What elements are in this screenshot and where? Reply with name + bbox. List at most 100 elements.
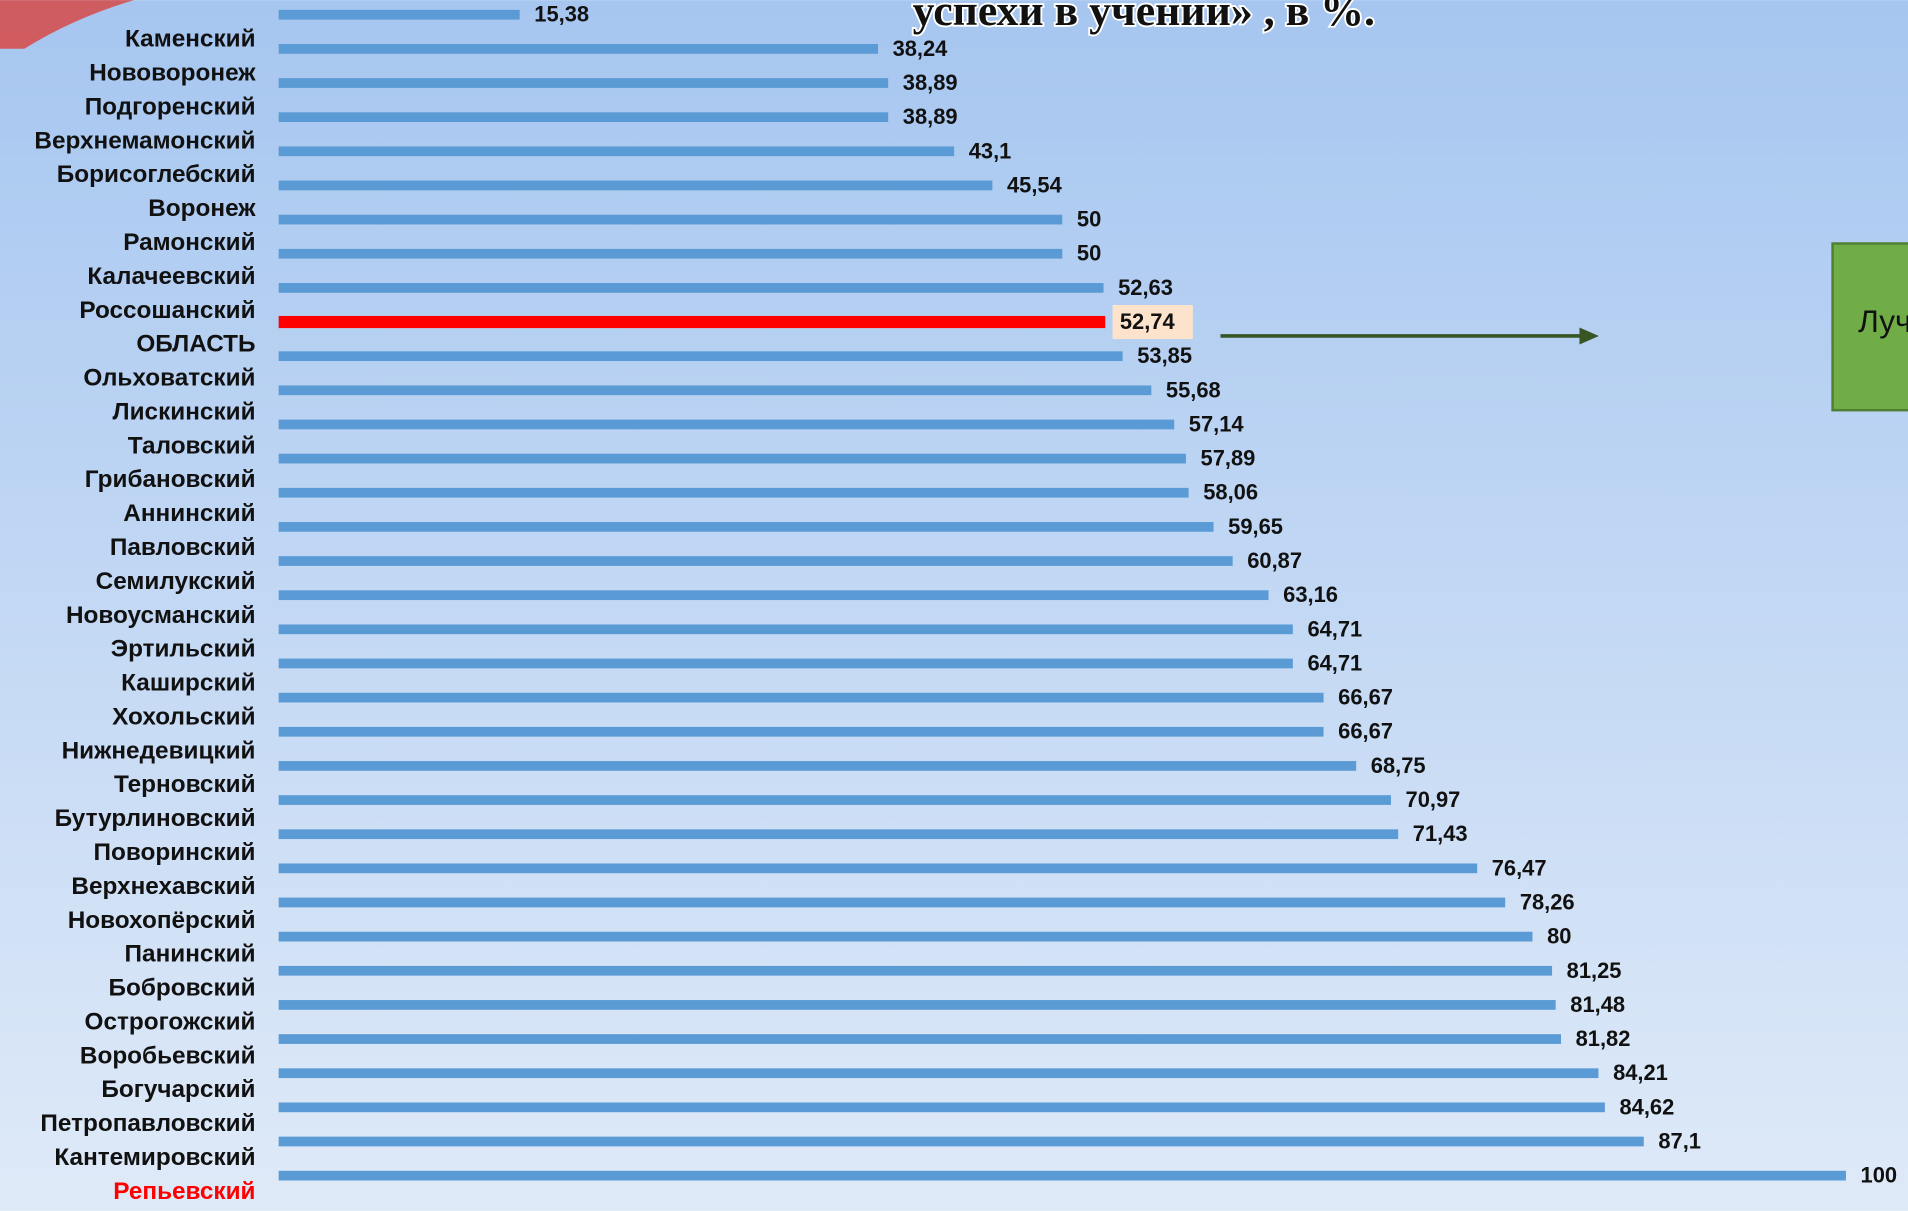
value-label: 15,38 [534, 2, 589, 27]
side-box [1831, 242, 1908, 412]
value-label: 50 [1077, 207, 1101, 232]
y-tick-label: Верхнехавский [71, 873, 255, 900]
value-label: 59,65 [1228, 514, 1283, 539]
y-tick-label: Воронеж [148, 195, 256, 222]
bar [278, 1102, 1605, 1113]
value-label: 55,68 [1166, 377, 1221, 402]
y-tick-label: Богучарский [101, 1076, 255, 1103]
bar [278, 180, 993, 191]
bar [278, 1068, 1599, 1079]
y-tick-label: Бобровский [108, 975, 255, 1002]
bar [278, 9, 520, 20]
y-tick-label: ОБЛАСТЬ [136, 331, 255, 358]
bar [278, 315, 1106, 329]
y-tick-label: Лискинский [113, 398, 256, 425]
y-tick-label: Нововоронеж [89, 60, 256, 87]
bar [278, 795, 1391, 805]
bar [278, 146, 955, 157]
value-label: 81,48 [1570, 992, 1625, 1017]
value-label: 81,82 [1576, 1026, 1631, 1051]
value-label: 38,89 [903, 70, 958, 95]
value-label: 68,75 [1371, 753, 1426, 778]
bar [278, 248, 1063, 259]
bar [278, 863, 1478, 874]
bar [278, 283, 1104, 293]
value-label: 70,97 [1406, 787, 1461, 812]
y-tick-label: Новохопёрский [68, 907, 256, 934]
value-label: 87,1 [1658, 1128, 1701, 1153]
y-tick-label: Рамонский [123, 229, 255, 256]
y-tick-label: Калачеевский [87, 263, 255, 290]
bar [278, 78, 889, 88]
bar [278, 419, 1175, 430]
y-tick-label: Эртильский [111, 636, 256, 663]
value-label: 45,54 [1007, 172, 1063, 197]
y-tick-label: Петропавловский [40, 1110, 255, 1137]
bar [278, 556, 1233, 566]
bar [278, 692, 1324, 703]
value-label: 38,89 [903, 104, 958, 129]
y-tick-label: Аннинский [123, 500, 255, 527]
bar [278, 761, 1357, 771]
y-tick-label: Каширский [121, 670, 255, 697]
value-label-bg [1112, 304, 1193, 340]
y-tick-label: Острогожский [85, 1008, 256, 1035]
value-label: 84,62 [1619, 1094, 1674, 1119]
y-tick-label: Семилукский [96, 568, 256, 595]
bar [278, 1170, 1846, 1181]
value-label: 43,1 [969, 138, 1012, 163]
value-label: 81,25 [1567, 958, 1622, 983]
value-label: 63,16 [1283, 582, 1338, 607]
value-label: 50 [1077, 241, 1101, 266]
y-tick-label: Россошанский [79, 297, 255, 324]
y-tick-label: Нижнедевицкий [62, 737, 256, 764]
y-tick-label: Кантемировский [54, 1144, 255, 1171]
bar [278, 726, 1324, 737]
y-tick-label: Таловский [128, 432, 256, 459]
bar [278, 453, 1186, 464]
y-tick-label: Новоусманский [66, 602, 256, 629]
bar [278, 214, 1063, 225]
value-label: 80 [1547, 924, 1571, 949]
value-label: 76,47 [1492, 855, 1547, 880]
y-tick-label: Хохольский [112, 703, 255, 730]
y-tick-label: Воробьевский [80, 1042, 256, 1069]
value-label: 38,24 [893, 36, 949, 61]
y-tick-label: Репьевский [113, 1178, 255, 1205]
bar [278, 590, 1269, 601]
bar [278, 931, 1533, 942]
bar [278, 351, 1123, 362]
value-label: 66,67 [1338, 719, 1393, 744]
y-tick-label: Павловский [110, 534, 256, 561]
y-tick-label: Бутурлиновский [55, 805, 256, 832]
bar [278, 112, 889, 123]
y-tick-label: Каменский [125, 26, 256, 53]
y-tick-label: Ольховатский [83, 365, 255, 392]
y-tick-label: Подгоренский [85, 93, 256, 120]
bar [278, 487, 1189, 498]
bar [278, 1000, 1556, 1010]
value-label: 78,26 [1520, 889, 1575, 914]
bar [278, 1034, 1562, 1044]
value-label: 57,14 [1189, 411, 1245, 436]
value-label: 52,63 [1118, 275, 1173, 300]
chart-title: успехи в учении» , в %. [913, 0, 1375, 35]
value-label: 100 [1861, 1163, 1898, 1188]
value-label: 60,87 [1247, 548, 1302, 573]
bar [278, 658, 1293, 669]
y-tick-label: Грибановский [85, 466, 256, 493]
bar [278, 897, 1506, 908]
bar [278, 385, 1152, 396]
side-box-text: Луч [1858, 303, 1908, 339]
bar [278, 965, 1553, 976]
y-tick-label: Верхнемамонский [34, 127, 255, 154]
value-label: 58,06 [1203, 480, 1258, 505]
value-label: 84,21 [1613, 1060, 1668, 1085]
y-tick-label: Панинский [125, 941, 256, 968]
bar [278, 829, 1399, 840]
decor [0, 0, 134, 49]
bar [278, 44, 878, 54]
bar [278, 1136, 1644, 1147]
value-label: 71,43 [1413, 821, 1468, 846]
